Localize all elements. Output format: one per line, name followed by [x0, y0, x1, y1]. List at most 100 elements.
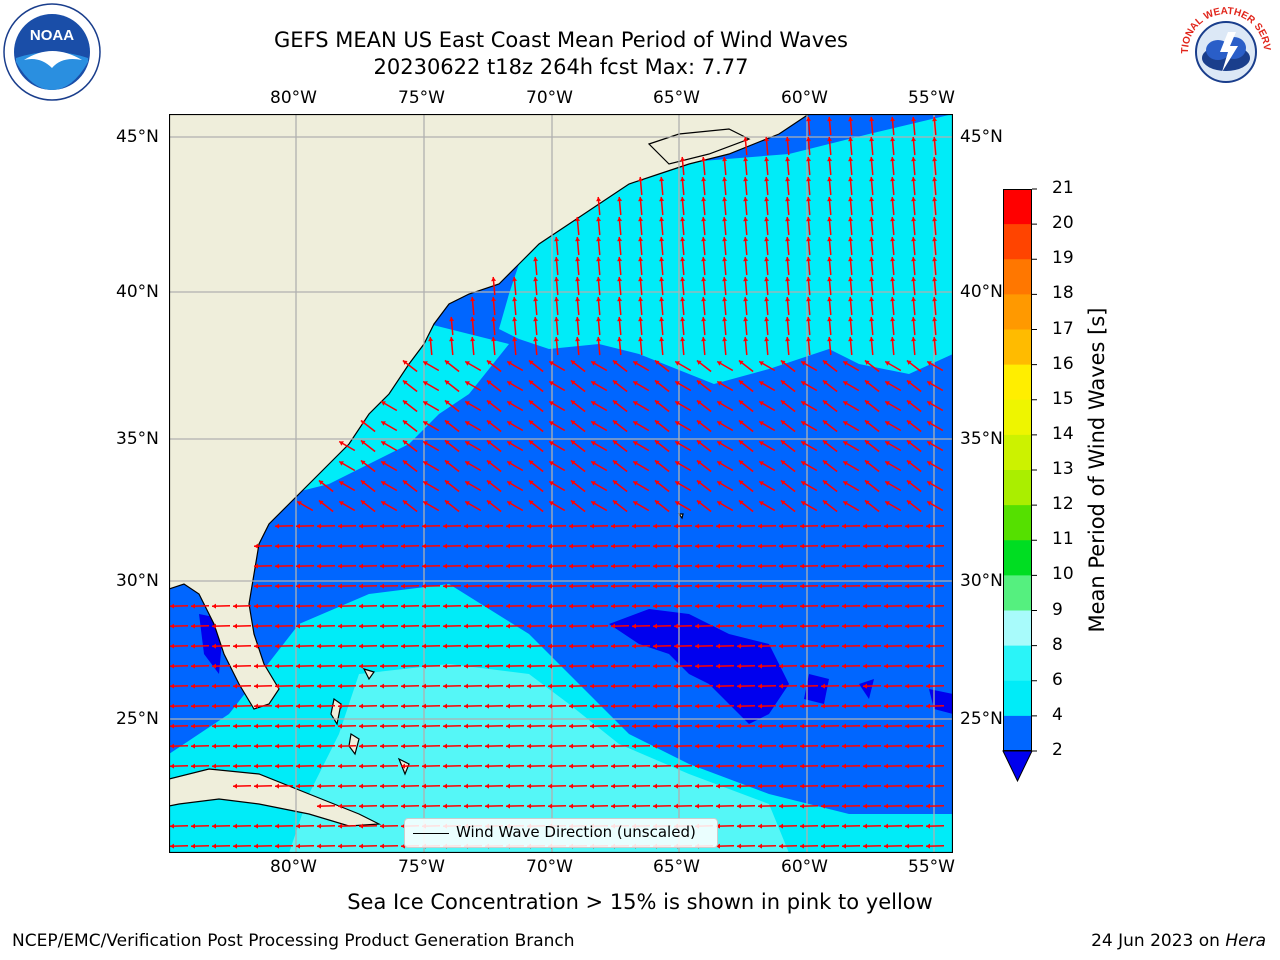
wave-direction-arrowhead — [674, 743, 678, 749]
wave-direction-arrowhead — [486, 360, 492, 365]
wave-direction-arrowhead — [380, 663, 384, 669]
wave-direction-arrowhead — [422, 663, 426, 669]
wave-direction-arrowhead — [654, 440, 660, 445]
wave-direction-arrowhead — [885, 401, 890, 406]
wave-direction-arrowhead — [275, 703, 279, 709]
wave-direction-arrowhead — [317, 583, 321, 589]
wave-direction-arrowhead — [806, 337, 812, 342]
wave-direction-arrowhead — [212, 723, 216, 729]
wave-direction-arrowhead — [800, 763, 804, 769]
wave-direction-arrowhead — [401, 623, 405, 629]
wave-direction-arrowhead — [569, 763, 573, 769]
wave-direction-arrowhead — [360, 480, 366, 485]
wave-direction-arrowhead — [716, 563, 720, 569]
wave-direction-arrowhead — [821, 523, 825, 529]
wave-direction-arrowhead — [590, 543, 594, 549]
wave-direction-arrowhead — [905, 683, 909, 689]
wave-direction-arrowhead — [233, 663, 237, 669]
wave-direction-arrowhead — [465, 421, 470, 426]
wave-direction-arrowhead — [632, 523, 636, 529]
wave-direction-arrowhead — [275, 583, 279, 589]
wave-direction-arrowhead — [884, 563, 888, 569]
wave-direction-arrowhead — [843, 441, 848, 446]
wave-direction-arrowhead — [737, 763, 741, 769]
footer-date-text: 24 Jun 2023 on — [1091, 931, 1226, 951]
wave-direction-arrowhead — [638, 337, 644, 342]
wave-direction-arrowhead — [800, 663, 804, 669]
wave-direction-arrowhead — [863, 763, 867, 769]
wave-direction-arrowhead — [422, 723, 426, 729]
wave-direction-arrowhead — [533, 277, 539, 282]
wave-direction-arrowhead — [932, 137, 938, 142]
wave-direction-arrowhead — [317, 723, 321, 729]
wave-direction-arrowhead — [638, 237, 644, 242]
wave-direction-arrowhead — [612, 420, 618, 425]
wave-direction-arrowhead — [443, 623, 447, 629]
wave-direction-arrowhead — [512, 317, 518, 322]
wave-direction-arrowhead — [800, 703, 804, 709]
wave-direction-arrowhead — [611, 523, 615, 529]
wave-direction-arrowhead — [821, 743, 825, 749]
wave-direction-arrowhead — [911, 217, 917, 222]
wave-direction-arrowhead — [842, 683, 846, 689]
wave-direction-arrowhead — [785, 217, 791, 222]
wave-direction-arrowhead — [842, 743, 846, 749]
wave-direction-arrowhead — [381, 401, 386, 406]
wave-direction-arrowhead — [338, 543, 342, 549]
wave-direction-arrowhead — [779, 623, 783, 629]
wave-direction-arrowhead — [884, 763, 888, 769]
wave-direction-arrowhead — [465, 481, 470, 486]
wave-direction-arrowhead — [843, 481, 848, 486]
colorbar-label: Mean Period of Wind Waves [s] — [1085, 307, 1109, 633]
wave-direction-arrowhead — [737, 703, 741, 709]
wave-direction-arrowhead — [254, 663, 258, 669]
wave-direction-arrowhead — [737, 623, 741, 629]
wave-direction-arrowhead — [633, 501, 638, 506]
wave-direction-arrowhead — [821, 803, 825, 809]
wave-direction-arrowhead — [885, 421, 890, 426]
footer-date: 24 Jun 2023 on Hera — [1091, 931, 1266, 951]
wave-direction-arrowhead — [800, 783, 804, 789]
wave-direction-arrowhead — [254, 543, 258, 549]
wave-direction-arrowhead — [381, 501, 386, 506]
wave-direction-arrowhead — [932, 237, 938, 242]
wave-direction-arrowhead — [780, 360, 786, 365]
legend-label: Wind Wave Direction (unscaled) — [456, 823, 696, 841]
colorbar-bin — [1003, 294, 1032, 331]
wave-direction-arrowhead — [296, 843, 300, 849]
wave-direction-arrowhead — [722, 177, 728, 182]
wave-direction-arrowhead — [758, 703, 762, 709]
wave-direction-arrowhead — [743, 157, 749, 162]
wave-direction-arrowhead — [780, 380, 786, 385]
wave-direction-arrowhead — [486, 500, 492, 505]
wave-direction-arrowhead — [827, 137, 833, 142]
wave-direction-arrowhead — [380, 623, 384, 629]
wave-direction-arrowhead — [863, 643, 867, 649]
wave-direction-arrowhead — [738, 500, 744, 505]
wave-direction-arrowhead — [654, 460, 660, 465]
wave-direction-arrowhead — [890, 117, 896, 122]
wave-direction-arrowhead — [464, 643, 468, 649]
lon-label-bottom-60w: 60°W — [781, 857, 828, 877]
wave-direction-arrowhead — [759, 381, 764, 386]
wave-direction-arrowhead — [596, 237, 602, 242]
wave-direction-arrowhead — [575, 217, 581, 222]
wave-direction-arrowhead — [884, 783, 888, 789]
wave-direction-arrowhead — [590, 803, 594, 809]
wave-direction-arrowhead — [422, 743, 426, 749]
wave-direction-arrowhead — [381, 421, 386, 426]
wave-direction-arrowhead — [716, 703, 720, 709]
wave-direction-arrowhead — [674, 703, 678, 709]
wave-direction-arrowhead — [590, 763, 594, 769]
wave-direction-arrowhead — [506, 803, 510, 809]
wave-direction-arrowhead — [680, 257, 686, 262]
wave-direction-arrowhead — [506, 743, 510, 749]
wave-direction-arrowhead — [359, 743, 363, 749]
wave-direction-arrowhead — [296, 683, 300, 689]
wave-direction-arrowhead — [743, 137, 749, 142]
wave-direction-arrowhead — [506, 583, 510, 589]
wave-direction-arrowhead — [506, 603, 510, 609]
colorbar-under-extension — [1002, 750, 1033, 783]
wave-direction-arrowhead — [695, 743, 699, 749]
wave-direction-arrowhead — [701, 217, 707, 222]
